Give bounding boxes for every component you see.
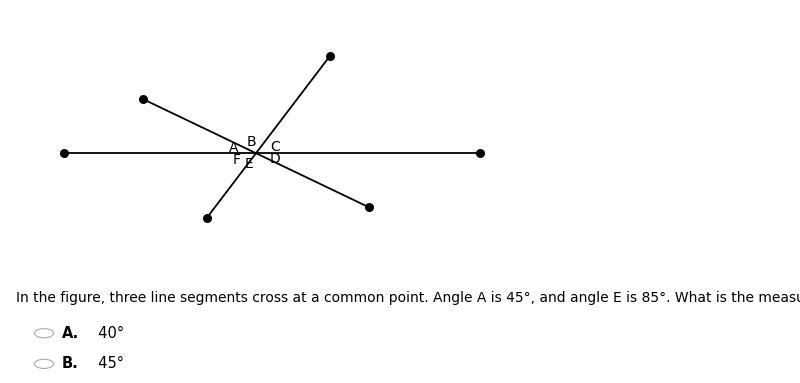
Text: 45°: 45° xyxy=(89,356,124,372)
Text: A.: A. xyxy=(62,326,79,341)
Point xyxy=(323,53,336,59)
Text: A: A xyxy=(229,141,238,155)
Text: C: C xyxy=(270,140,280,154)
Text: B: B xyxy=(247,135,257,149)
Point xyxy=(362,204,375,210)
Point xyxy=(137,96,150,102)
Text: D: D xyxy=(270,152,280,167)
Text: F: F xyxy=(232,153,240,167)
Text: 40°: 40° xyxy=(89,326,124,341)
Point xyxy=(474,150,486,156)
Point xyxy=(200,215,213,221)
Text: In the figure, three line segments cross at a common point. Angle A is 45°, and : In the figure, three line segments cross… xyxy=(16,291,800,305)
Text: E: E xyxy=(245,157,254,171)
Text: B.: B. xyxy=(62,356,78,372)
Point xyxy=(58,150,70,156)
